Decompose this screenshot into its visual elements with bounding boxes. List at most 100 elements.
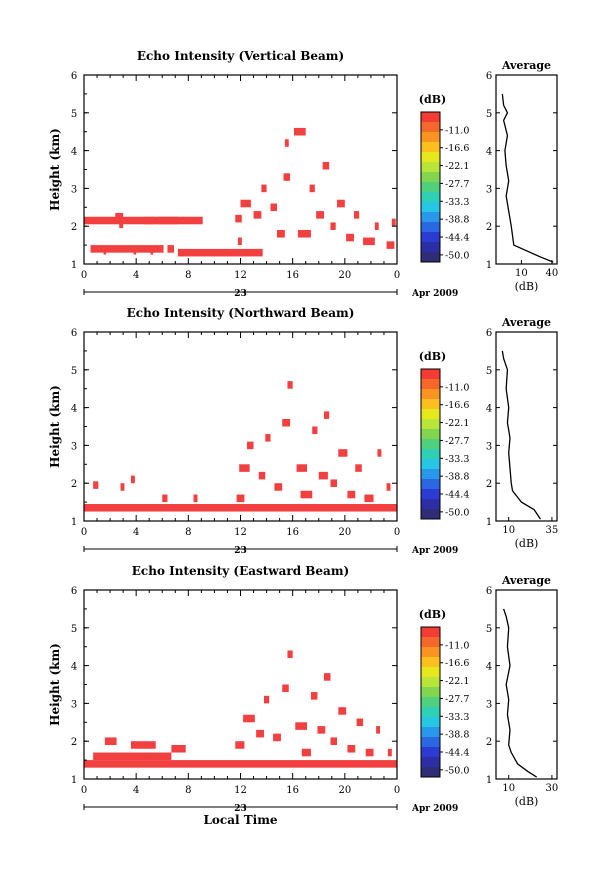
average-x-tick-label: 35 <box>546 525 559 536</box>
echo-cell <box>386 483 391 491</box>
colorbar-tick-label: -16.6 <box>445 143 469 154</box>
chart-panel-3: Echo Intensity (Eastward Beam)123456Heig… <box>48 564 558 827</box>
average-x-axis-label: (dB) <box>515 280 539 293</box>
colorbar-swatch <box>421 439 440 450</box>
y-tick-label: 2 <box>71 479 77 490</box>
colorbar-swatch <box>421 499 440 510</box>
echo-cell <box>150 246 154 255</box>
average-title: Average <box>501 574 551 587</box>
chart-panel-1: Echo Intensity (Vertical Beam)123456Heig… <box>48 49 558 299</box>
average-y-tick-label: 6 <box>486 71 492 82</box>
x-tick-label: 16 <box>286 527 299 538</box>
colorbar-swatch <box>421 767 440 778</box>
colorbar-swatch <box>421 222 440 233</box>
echo-cell <box>235 741 245 749</box>
echo-cell <box>273 733 281 742</box>
y-tick-label: 5 <box>71 624 77 635</box>
colorbar-tick-label: -44.4 <box>445 490 469 501</box>
date-day-label: 23 <box>234 289 247 299</box>
echo-cell <box>243 714 255 723</box>
colorbar-tick-label: -50.0 <box>445 507 469 518</box>
echo-cell <box>356 718 364 727</box>
colorbar-swatch <box>421 132 440 143</box>
y-tick-label: 3 <box>71 699 77 710</box>
echo-cell <box>239 464 250 472</box>
average-y-tick-label: 1 <box>486 775 492 786</box>
colorbar-swatch <box>421 647 440 658</box>
colorbar-swatch <box>421 429 440 440</box>
x-tick-label: 0 <box>394 785 400 796</box>
colorbar-swatch <box>421 757 440 768</box>
average-x-axis-label: (dB) <box>515 537 539 550</box>
y-tick-label: 6 <box>71 71 77 82</box>
average-y-tick-label: 5 <box>486 624 492 635</box>
echo-cell <box>287 650 293 659</box>
echo-cell <box>355 464 362 472</box>
echo-cell <box>115 212 124 221</box>
y-axis-label: Height (km) <box>48 128 62 211</box>
x-tick-label: 8 <box>185 270 191 281</box>
average-frame <box>495 589 558 780</box>
echo-cell <box>270 203 278 212</box>
average-y-tick-label: 4 <box>486 404 492 415</box>
echo-cell <box>316 211 324 219</box>
echo-cell <box>318 471 328 480</box>
echo-cell <box>235 214 242 223</box>
echo-cell <box>312 426 318 435</box>
colorbar-swatch <box>421 389 440 400</box>
echo-cell <box>263 695 270 704</box>
average-title: Average <box>501 316 551 329</box>
x-tick-label: 20 <box>338 270 351 281</box>
echo-cell <box>237 237 242 246</box>
average-y-tick-label: 3 <box>486 184 492 195</box>
echo-cell <box>93 481 99 489</box>
colorbar-swatch <box>421 737 440 748</box>
x-tick-label: 0 <box>81 527 87 538</box>
echo-cell <box>130 741 156 749</box>
average-y-tick-label: 1 <box>486 517 492 528</box>
echo-cell <box>90 245 164 253</box>
y-tick-label: 6 <box>71 586 77 597</box>
average-x-tick-label: 10 <box>502 525 515 536</box>
x-tick-label: 0 <box>394 270 400 281</box>
x-tick-label: 20 <box>338 785 351 796</box>
x-tick-label: 8 <box>185 527 191 538</box>
y-tick-label: 4 <box>71 147 77 158</box>
date-day-label: 23 <box>234 546 247 556</box>
colorbar-tick-label: -38.8 <box>445 215 469 226</box>
colorbar-tick-label: -33.3 <box>445 197 469 208</box>
average-y-tick-label: 4 <box>486 147 492 158</box>
colorbar-frame <box>420 626 441 778</box>
colorbar-swatch <box>421 399 440 410</box>
average-y-tick-label: 6 <box>486 328 492 339</box>
average-y-tick-label: 5 <box>486 366 492 377</box>
echo-cell <box>193 494 198 503</box>
x-tick-label: 12 <box>234 527 247 538</box>
colorbar-swatch <box>421 152 440 163</box>
colorbar-swatch <box>421 627 440 638</box>
colorbar-swatch <box>421 192 440 203</box>
average-x-tick-label: 40 <box>546 268 559 279</box>
colorbar-tick-label: -27.7 <box>445 436 469 447</box>
colorbar-tick-label: -22.1 <box>445 676 469 687</box>
echo-cell <box>167 245 174 253</box>
colorbar-swatch <box>421 232 440 243</box>
echo-cell <box>277 229 285 238</box>
y-tick-label: 1 <box>71 517 77 528</box>
date-month-year-label: Apr 2009 <box>411 546 458 556</box>
average-y-tick-label: 2 <box>486 737 492 748</box>
echo-cell <box>322 161 330 170</box>
date-month-year-label: Apr 2009 <box>411 804 458 814</box>
echo-cell <box>337 199 345 208</box>
colorbar-swatch <box>421 509 440 520</box>
average-y-tick-label: 5 <box>486 109 492 120</box>
y-tick-label: 5 <box>71 366 77 377</box>
echo-cell <box>84 503 397 512</box>
colorbar-swatch <box>421 459 440 470</box>
average-x-tick-label: 30 <box>546 783 559 794</box>
colorbar-tick-label: -50.0 <box>445 765 469 776</box>
chart-panel-2: Echo Intensity (Northward Beam)123456Hei… <box>48 306 558 556</box>
x-axis-label: Local Time <box>203 813 277 827</box>
echo-cell <box>309 184 315 193</box>
